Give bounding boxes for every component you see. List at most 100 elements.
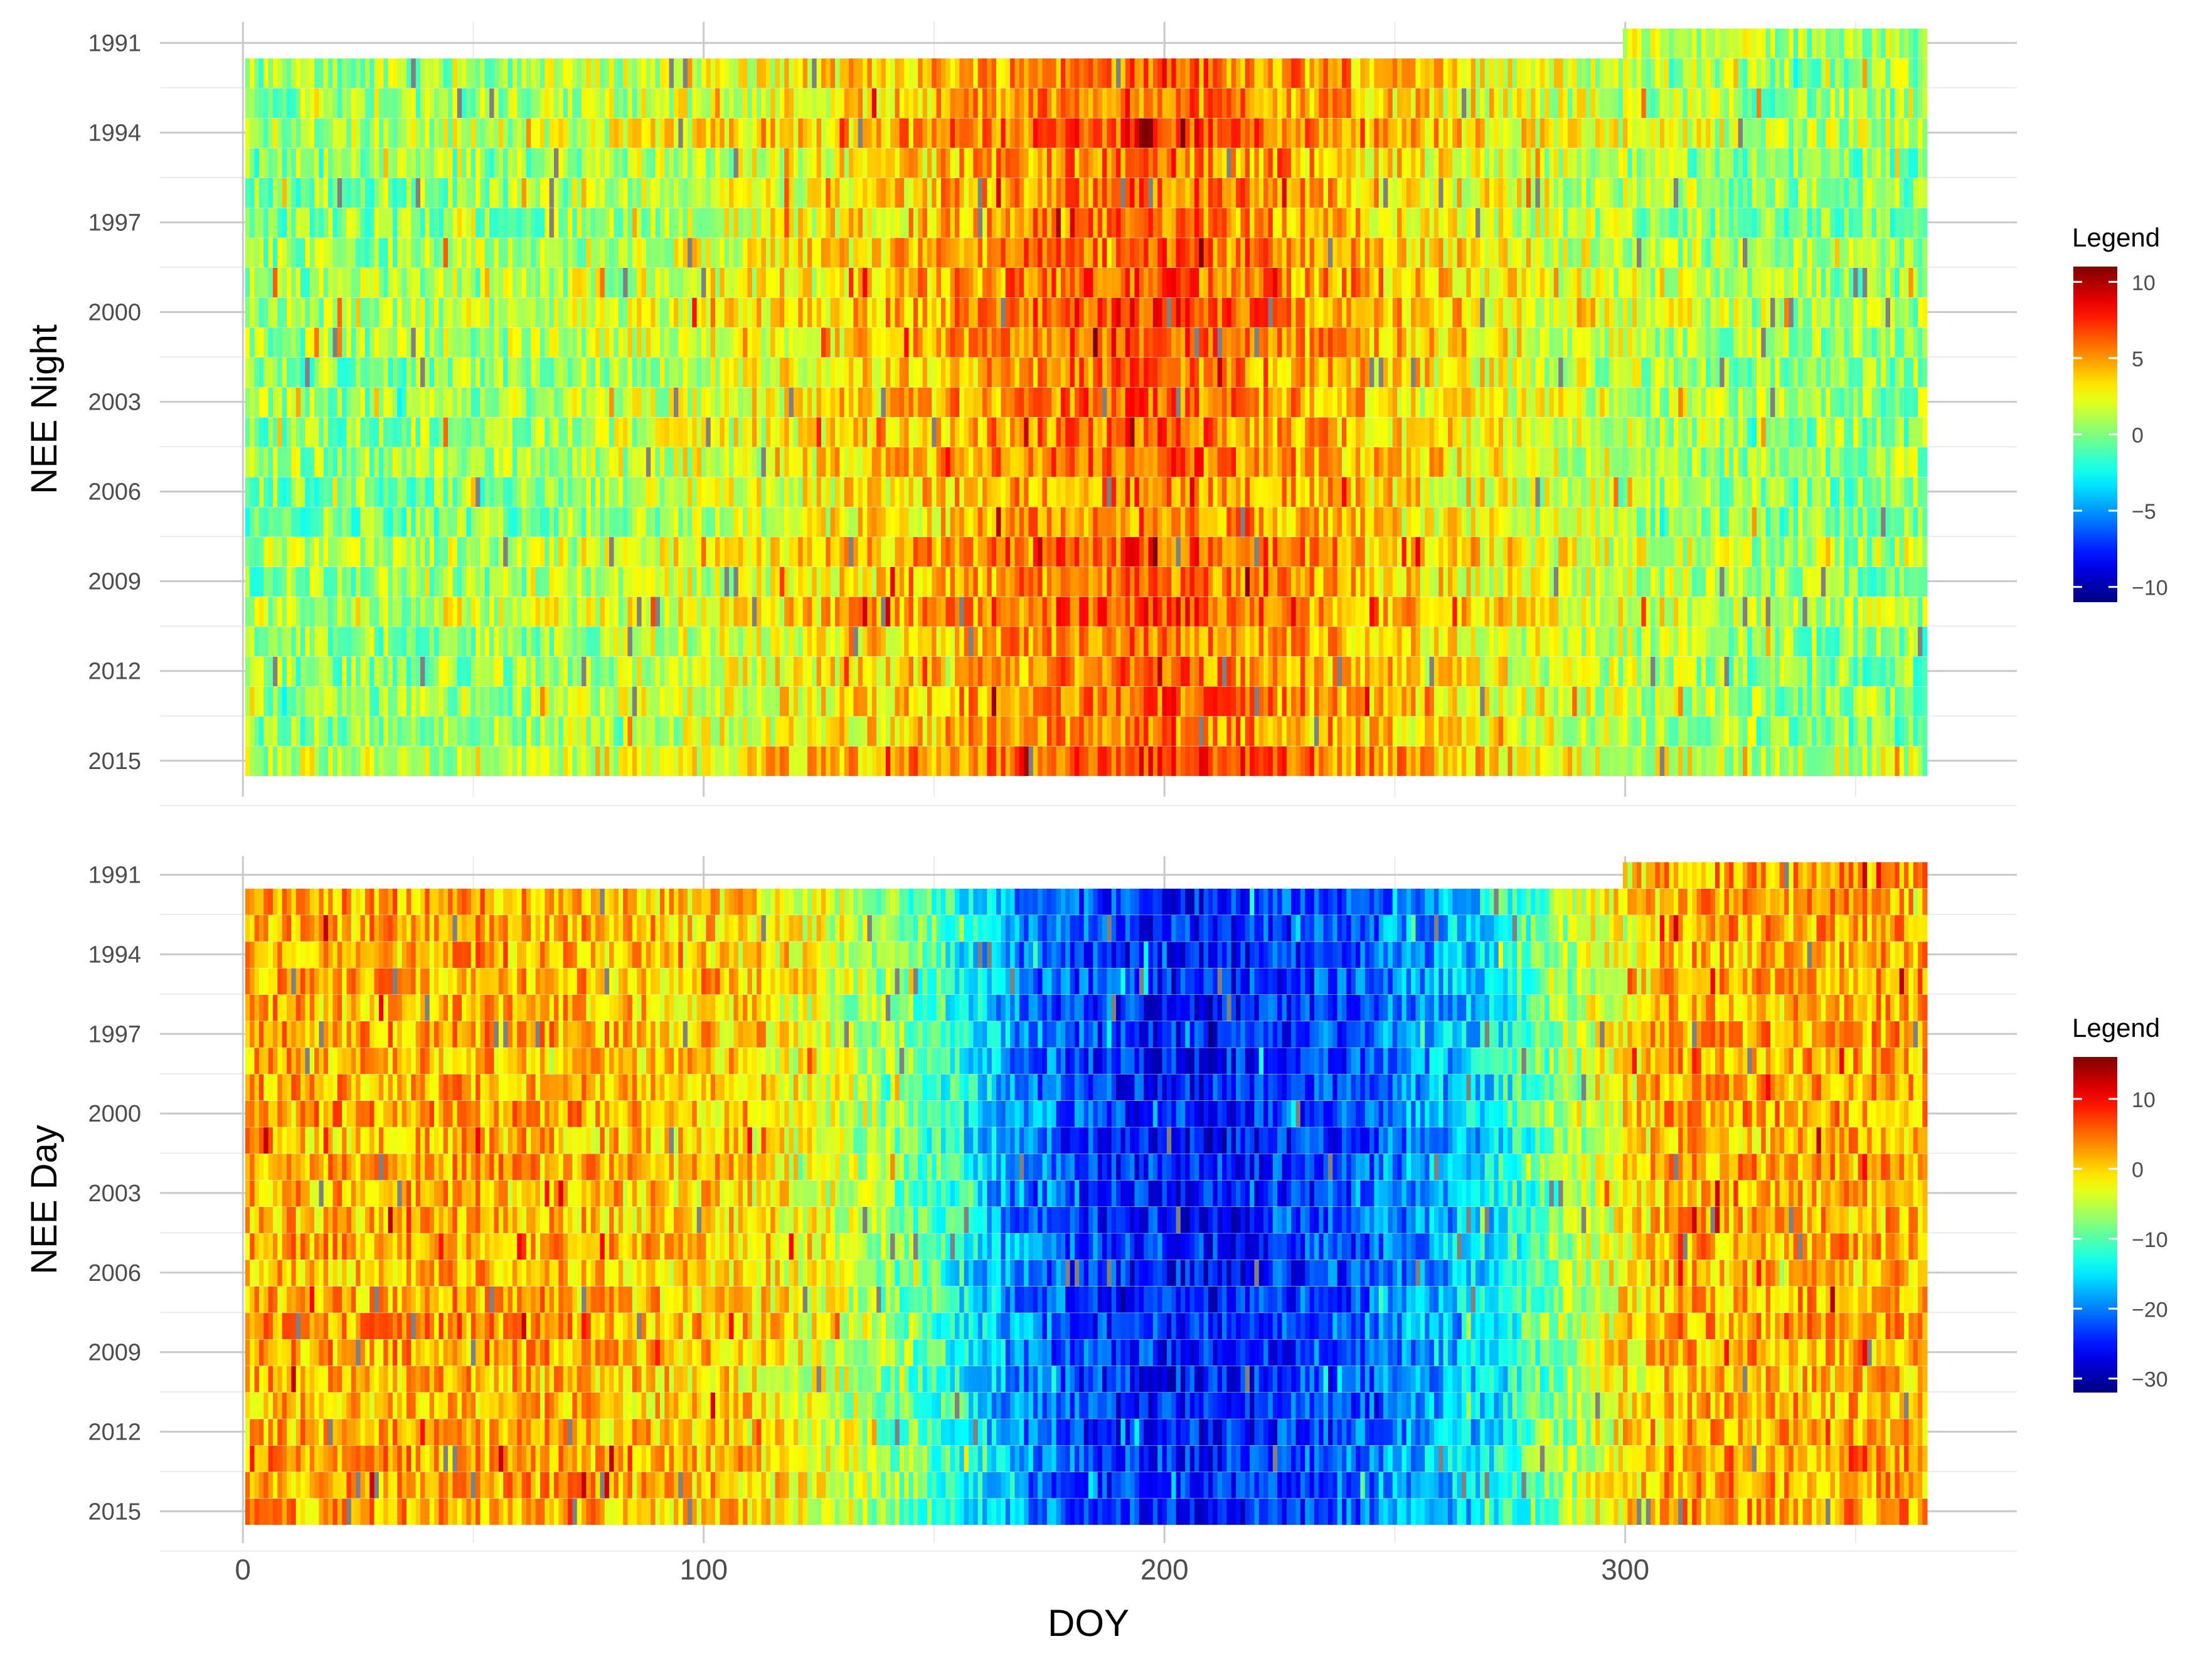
heatmap-cell <box>1784 327 1790 358</box>
heatmap-cell <box>1291 208 1297 238</box>
heatmap-cell <box>839 417 845 447</box>
heatmap-cell <box>1125 327 1130 358</box>
heatmap-cell <box>286 268 292 298</box>
heatmap-cell <box>535 358 541 388</box>
heatmap-cell <box>1406 417 1412 447</box>
heatmap-cell <box>1890 178 1896 208</box>
heatmap-cell <box>614 297 619 327</box>
heatmap-cell <box>1356 327 1361 358</box>
heatmap-cell <box>982 58 988 88</box>
heatmap-cell <box>595 297 601 327</box>
heatmap-cell <box>849 238 854 268</box>
heatmap-cell <box>812 447 817 477</box>
heatmap-cell <box>1470 118 1476 148</box>
heatmap-cell <box>1627 208 1633 238</box>
heatmap-cell <box>991 118 997 148</box>
heatmap-cell <box>1351 268 1356 298</box>
heatmap-cell <box>1802 118 1808 148</box>
heatmap-cell <box>899 208 905 238</box>
heatmap-cell <box>1060 327 1066 358</box>
heatmap-cell <box>632 297 637 327</box>
heatmap-cell <box>1710 88 1716 119</box>
heatmap-cell <box>1079 268 1085 298</box>
heatmap-cell <box>1669 297 1674 327</box>
heatmap-cell <box>1356 358 1361 388</box>
heatmap-cell <box>443 178 449 208</box>
heatmap-cell <box>1074 118 1080 148</box>
heatmap-cell <box>932 208 937 238</box>
heatmap-cell <box>1134 358 1140 388</box>
heatmap-cell <box>1498 238 1504 268</box>
heatmap-cell <box>927 358 933 388</box>
heatmap-cell <box>1452 148 1458 178</box>
heatmap-cell <box>779 58 785 88</box>
heatmap-cell <box>1646 238 1651 268</box>
heatmap-cell <box>286 148 292 178</box>
heatmap-cell <box>1724 148 1730 178</box>
heatmap-cell <box>1526 88 1531 119</box>
heatmap-cell <box>1475 148 1481 178</box>
heatmap-cell <box>1323 327 1329 358</box>
heatmap-cell <box>1268 88 1273 119</box>
heatmap-cell <box>1314 417 1320 447</box>
heatmap-cell <box>1890 148 1896 178</box>
heatmap-cell <box>406 268 412 298</box>
heatmap-cell <box>844 358 849 388</box>
heatmap-cell <box>388 148 393 178</box>
heatmap-cell <box>936 88 942 119</box>
heatmap-cell <box>1549 208 1555 238</box>
heatmap-cell <box>1425 208 1430 238</box>
heatmap-cell <box>1438 327 1444 358</box>
heatmap-cell <box>683 358 688 388</box>
heatmap-cell <box>1282 148 1287 178</box>
heatmap-cell <box>1637 417 1642 447</box>
heatmap-cell <box>471 178 476 208</box>
heatmap-cell <box>1203 178 1209 208</box>
heatmap-cell <box>1802 88 1808 119</box>
heatmap-cell <box>1245 238 1250 268</box>
heatmap-cell <box>710 447 716 477</box>
heatmap-cell <box>1139 148 1144 178</box>
heatmap-cell <box>784 208 790 238</box>
heatmap-cell <box>1848 88 1854 119</box>
heatmap-cell <box>471 327 476 358</box>
heatmap-cell <box>1364 238 1370 268</box>
heatmap-cell <box>687 178 693 208</box>
heatmap-cell <box>1876 327 1882 358</box>
heatmap-cell <box>1194 58 1200 88</box>
heatmap-cell <box>849 178 854 208</box>
heatmap-cell <box>1489 327 1495 358</box>
heatmap-cell <box>812 238 817 268</box>
heatmap-cell <box>715 118 721 148</box>
heatmap-cell <box>1452 417 1458 447</box>
heatmap-cell <box>858 238 863 268</box>
heatmap-cell <box>1134 118 1140 148</box>
heatmap-cell <box>673 358 679 388</box>
heatmap-cell <box>1881 28 1886 58</box>
heatmap-cell <box>1535 297 1541 327</box>
heatmap-cell <box>1028 178 1034 208</box>
heatmap-cell <box>1812 268 1817 298</box>
heatmap-cell <box>1166 358 1172 388</box>
heatmap-cell <box>494 88 499 119</box>
heatmap-cell <box>863 58 868 88</box>
heatmap-cell <box>1042 148 1048 178</box>
heatmap-cell <box>991 387 997 417</box>
heatmap-cell <box>1816 358 1822 388</box>
heatmap-cell <box>1710 208 1716 238</box>
heatmap-cell <box>1692 208 1698 238</box>
heatmap-cell <box>1475 417 1481 447</box>
heatmap-cell <box>1918 387 1923 417</box>
heatmap-cell <box>1784 58 1790 88</box>
heatmap-cell <box>1535 58 1541 88</box>
heatmap-cell <box>802 297 808 327</box>
heatmap-cell <box>577 238 582 268</box>
heatmap-cell <box>1600 327 1605 358</box>
heatmap-cell <box>434 88 440 119</box>
heatmap-cell <box>1664 118 1670 148</box>
heatmap-cell <box>729 327 735 358</box>
heatmap-cell <box>1802 387 1808 417</box>
heatmap-cell <box>489 297 495 327</box>
heatmap-cell <box>272 208 279 238</box>
heatmap-cell <box>1600 118 1605 148</box>
